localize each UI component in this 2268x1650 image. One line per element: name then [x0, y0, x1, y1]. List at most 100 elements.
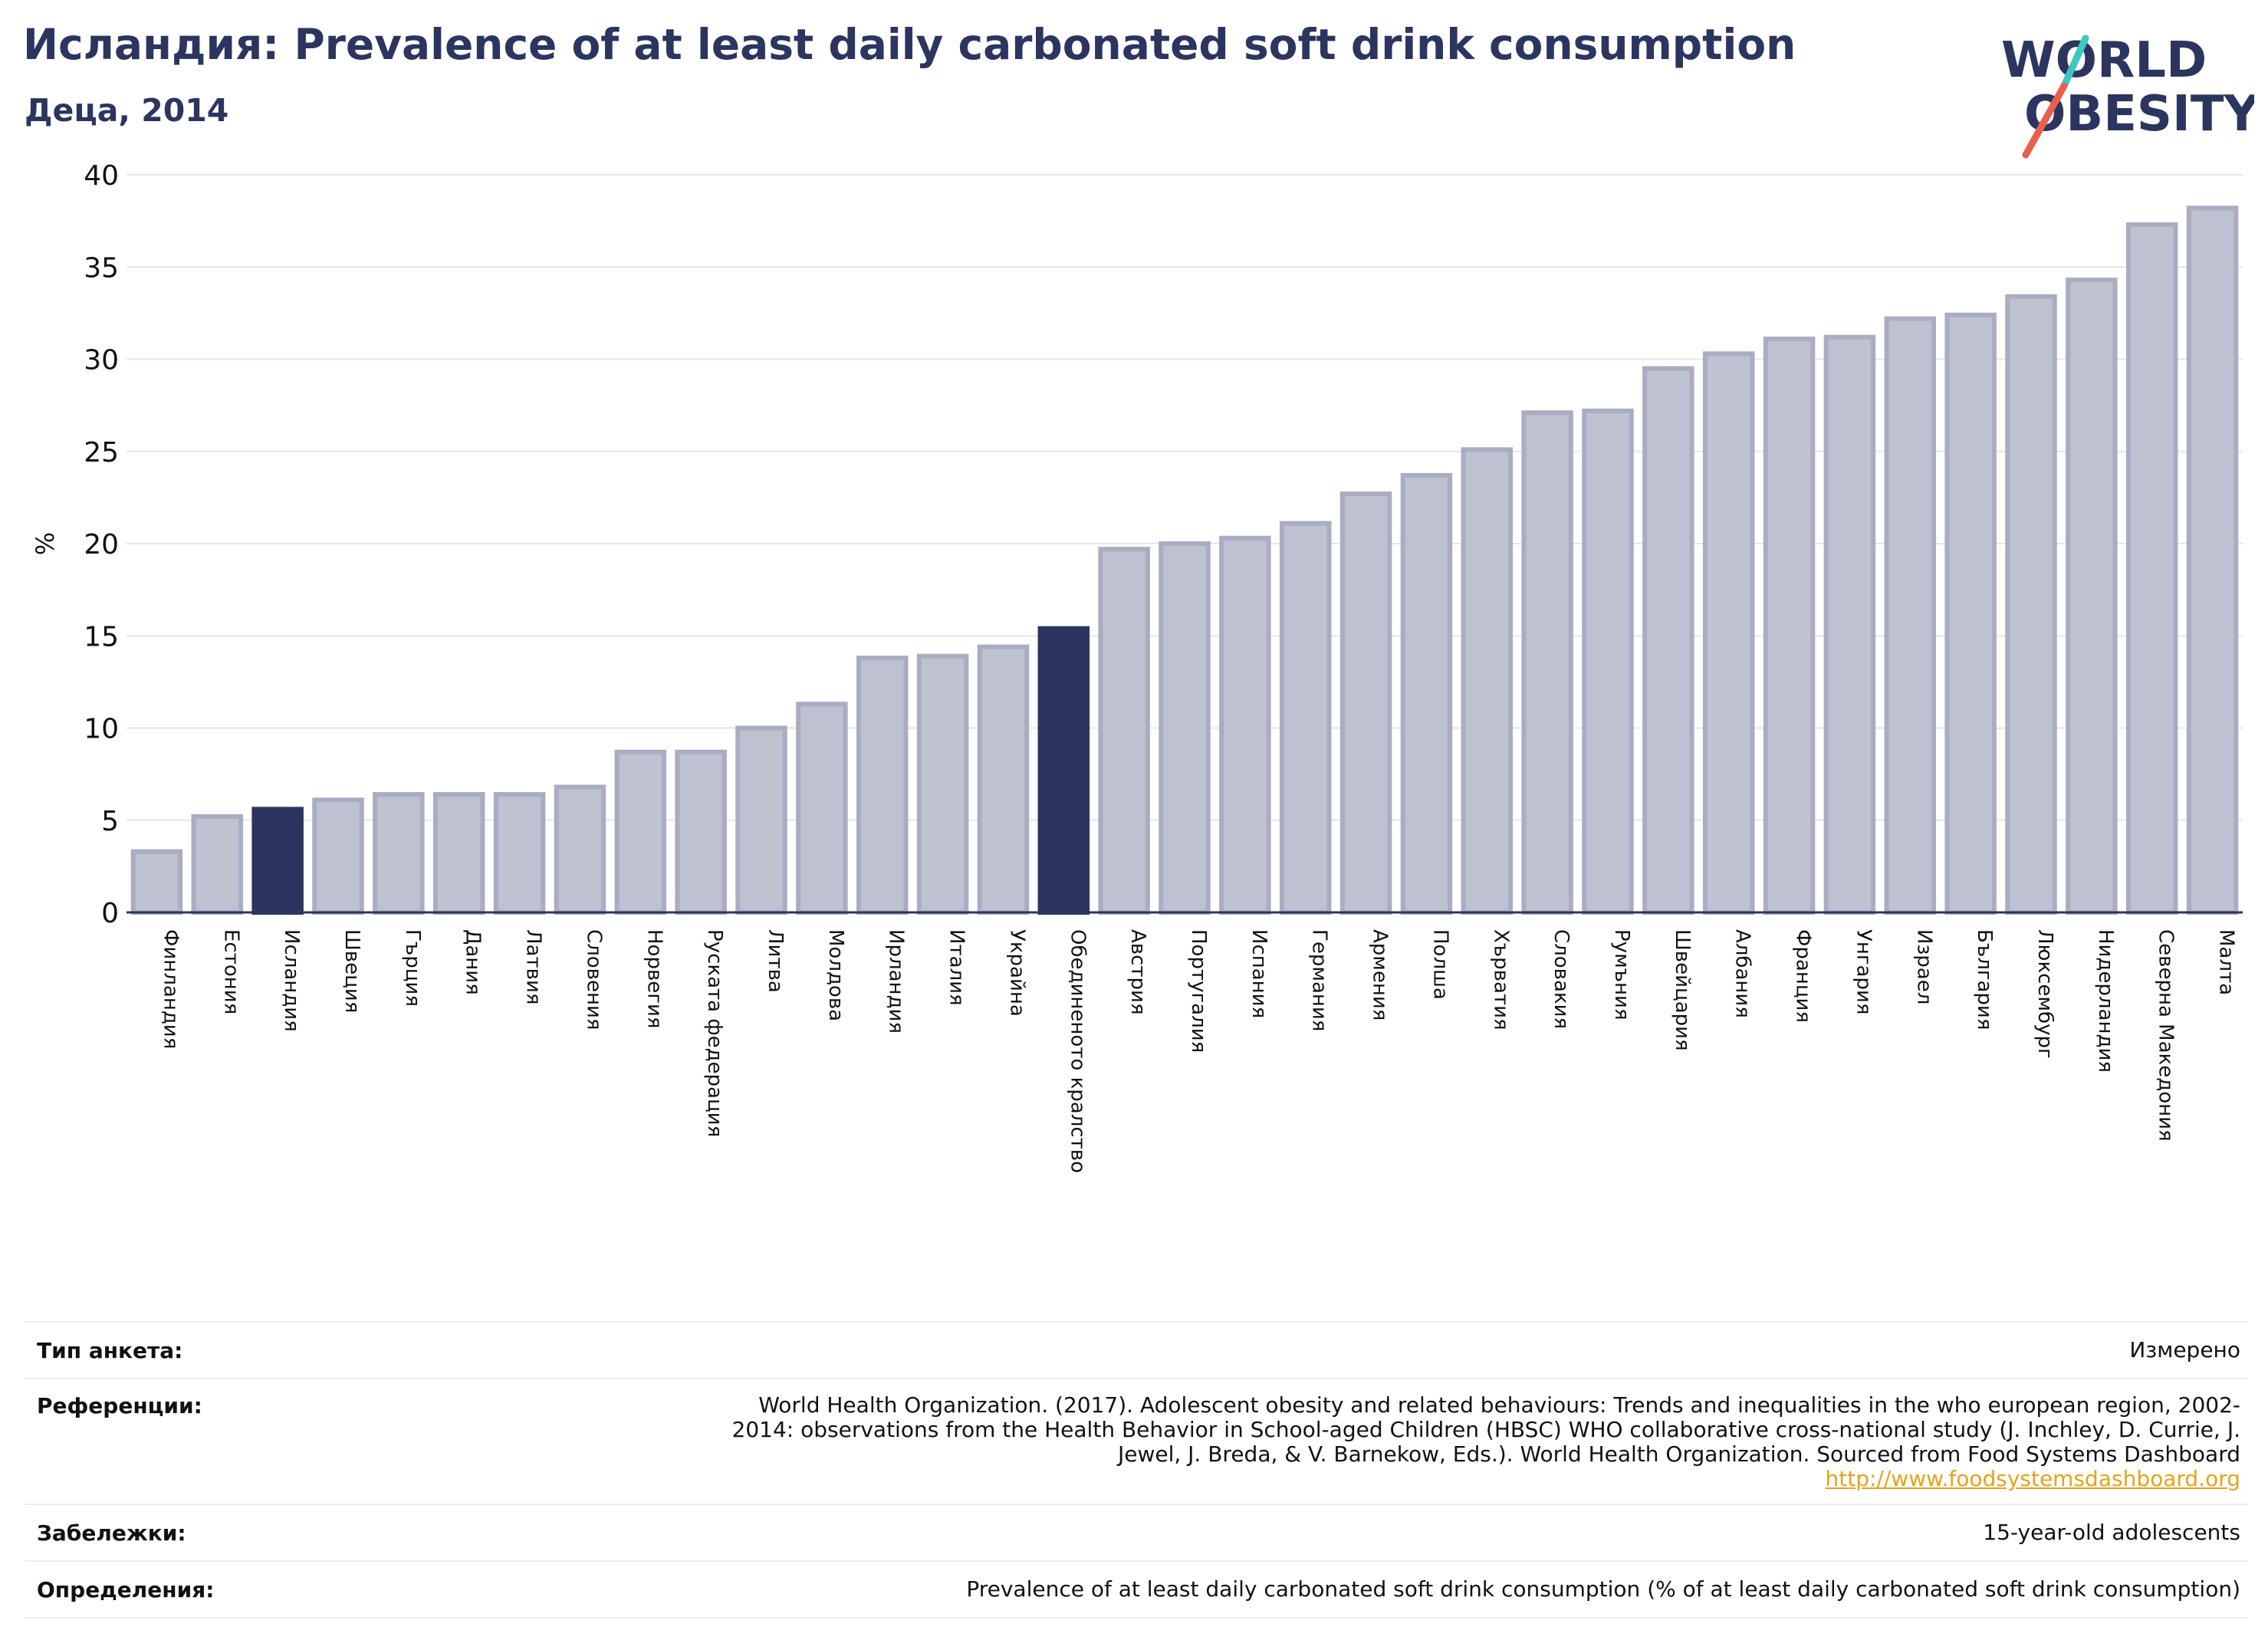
y-tick-label: 30: [84, 345, 119, 376]
info-row-survey-type: Тип анкета: Измерено: [25, 1321, 2248, 1378]
y-axis-label: %: [31, 532, 60, 555]
logo-slash-teal: [2060, 35, 2089, 90]
info-table: Тип анкета: Измерено Референции: World H…: [25, 1321, 2248, 1619]
x-tick-label: Словения: [582, 929, 605, 1030]
bar[interactable]: [796, 702, 848, 915]
reference-line-2: 2014: observations from the Health Behav…: [731, 1417, 2240, 1442]
bar[interactable]: [1098, 547, 1150, 915]
y-tick-label: 40: [84, 160, 119, 192]
bar[interactable]: [1037, 626, 1090, 915]
x-tick-label: Албания: [1731, 929, 1754, 1018]
bar[interactable]: [2186, 205, 2239, 915]
x-tick-label: Дания: [462, 929, 485, 995]
reference-line-3: Jewel, J. Breda, & V. Barnekow, Eds.). W…: [1117, 1441, 2240, 1467]
bars: [130, 205, 2239, 915]
info-row-definitions: Определения: Prevalence of at least dail…: [25, 1560, 2248, 1619]
bar[interactable]: [1159, 541, 1211, 915]
bar[interactable]: [373, 792, 425, 915]
x-tick-label: Естония: [219, 929, 242, 1014]
reference-line-1: World Health Organization. (2017). Adole…: [758, 1392, 2240, 1418]
bar[interactable]: [675, 749, 727, 915]
bar[interactable]: [2005, 294, 2057, 915]
info-row-references: Референции: World Health Organization. (…: [25, 1378, 2248, 1504]
x-tick-label: Швейцария: [1671, 929, 1694, 1051]
bar[interactable]: [554, 784, 606, 915]
bar[interactable]: [493, 792, 546, 915]
y-tick-label: 10: [84, 714, 119, 745]
x-tick-label: Австрия: [1126, 929, 1149, 1015]
bar[interactable]: [1944, 312, 1997, 915]
y-tick-label: 15: [84, 621, 119, 652]
x-tick-label: Германия: [1308, 929, 1331, 1031]
bar[interactable]: [1642, 366, 1694, 915]
bar[interactable]: [2066, 278, 2118, 915]
bar[interactable]: [1702, 351, 1755, 915]
x-tick-label: Руската федерация: [703, 929, 726, 1137]
y-tick-label: 35: [84, 252, 119, 284]
x-tick-label: Португалия: [1187, 929, 1210, 1053]
x-axis-labels: Финландия Естония Исландия Швеция Гърция Дани…: [159, 929, 2237, 1173]
world-obesity-logo: WORLD OBESITY: [2001, 32, 2254, 159]
x-tick-label: Словакия: [1550, 929, 1573, 1029]
x-tick-label: Латвия: [522, 929, 545, 1005]
x-tick-label: Полша: [1428, 929, 1451, 1000]
bar-chart: 0 5 10 15 20 25 30 35 40 Финландия Естония Исланди…: [31, 160, 2243, 1173]
logo-slash-red: [2022, 82, 2068, 159]
survey-type-value: Измерено: [2129, 1337, 2240, 1362]
definitions-value: Prevalence of at least daily carbonated …: [966, 1576, 2240, 1602]
reference-link[interactable]: http://www.foodsystemsdashboard.org: [1825, 1466, 2240, 1491]
bar[interactable]: [432, 792, 485, 915]
x-tick-label: Обединеното кралство: [1066, 929, 1089, 1173]
bar[interactable]: [1884, 316, 1937, 915]
x-tick-label: Швеция: [340, 929, 363, 1013]
x-tick-label: Унгария: [1852, 929, 1875, 1014]
x-tick-label: Гърция: [401, 929, 424, 1007]
bar[interactable]: [1461, 447, 1514, 915]
y-tick-label: 25: [84, 437, 119, 468]
x-tick-label: Люксембург: [2033, 929, 2056, 1059]
x-tick-label: Молдова: [824, 929, 847, 1021]
y-tick-label: 0: [101, 898, 119, 929]
references-key: Референции:: [37, 1393, 202, 1418]
bar[interactable]: [312, 797, 364, 915]
y-tick-label: 5: [101, 806, 119, 837]
bar[interactable]: [1521, 410, 1573, 915]
x-tick-label: Норвегия: [643, 929, 666, 1028]
bar[interactable]: [1279, 521, 1332, 915]
bar[interactable]: [1339, 491, 1392, 915]
x-tick-label: Нидерландия: [2094, 929, 2117, 1073]
x-tick-label: България: [1973, 929, 1996, 1030]
bar[interactable]: [1400, 473, 1453, 915]
bar[interactable]: [1823, 334, 1876, 915]
y-tick-label: 20: [84, 529, 119, 560]
bar[interactable]: [856, 656, 909, 915]
definitions-key: Определения:: [37, 1576, 215, 1602]
x-tick-label: Израел: [1912, 929, 1935, 1004]
logo-word-1: WORLD: [2001, 32, 2207, 89]
bar[interactable]: [1582, 408, 1634, 915]
x-tick-label: Италия: [945, 929, 968, 1006]
references-value: World Health Organization. (2017). Adole…: [732, 1393, 2248, 1504]
bar[interactable]: [1763, 337, 1816, 915]
x-tick-label: Румъния: [1610, 929, 1633, 1021]
notes-key: Забележки:: [37, 1520, 186, 1546]
x-tick-label: Армения: [1369, 929, 1392, 1021]
x-tick-label: Малта: [2215, 929, 2238, 995]
bar[interactable]: [977, 644, 1030, 915]
bar[interactable]: [251, 807, 304, 915]
bar[interactable]: [735, 725, 787, 915]
notes-value: 15-year-old adolescents: [1983, 1520, 2240, 1545]
bar[interactable]: [916, 653, 969, 915]
x-tick-label: Северна Македония: [2155, 929, 2178, 1142]
bar[interactable]: [2125, 222, 2178, 915]
x-tick-label: Хърватия: [1489, 929, 1512, 1030]
bar[interactable]: [130, 849, 183, 915]
x-tick-label: Испания: [1247, 929, 1270, 1018]
x-tick-label: Ирландия: [885, 929, 908, 1034]
bar[interactable]: [191, 813, 244, 915]
x-tick-label: Литва: [764, 929, 787, 993]
bar[interactable]: [614, 749, 667, 915]
x-tick-label: Исландия: [280, 929, 303, 1032]
bar[interactable]: [1219, 535, 1271, 915]
chart-title: Исландия: Prevalence of at least daily c…: [23, 20, 1796, 69]
